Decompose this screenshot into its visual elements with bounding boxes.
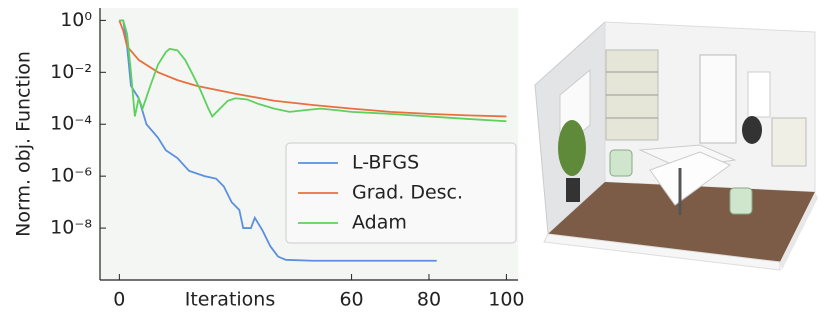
plant xyxy=(558,120,586,176)
series-line xyxy=(119,19,507,123)
chair xyxy=(609,149,633,177)
plant xyxy=(742,116,762,144)
floor-edge xyxy=(543,233,781,271)
x-tick-label: 80 xyxy=(417,289,441,311)
floor-edge-right xyxy=(780,192,818,270)
plant-pot xyxy=(566,178,580,202)
chair xyxy=(729,187,753,215)
x-tick-label: 100 xyxy=(488,289,524,311)
y-tick-label: 10⁰ xyxy=(60,9,92,31)
legend-label: Adam xyxy=(352,212,407,234)
y-axis-label: Norm. obj. Function xyxy=(13,51,35,237)
legend-label: Grad. Desc. xyxy=(352,182,463,204)
series-line xyxy=(118,20,507,118)
plot: 10⁰ 10⁻² 10⁻⁴ 10⁻⁶ 10⁻⁸ 0 60 80 100 L-BFGS Grad. D… xyxy=(50,8,525,311)
x-tick-label: 60 xyxy=(339,289,363,311)
y-tick-label: 10⁻⁶ xyxy=(50,165,92,187)
y-tick-label: 10⁻⁸ xyxy=(50,217,92,239)
picture xyxy=(747,71,771,118)
legend-label: L-BFGS xyxy=(352,152,419,174)
y-tick-label: 10⁻⁴ xyxy=(50,113,92,135)
y-tick-label: 10⁻² xyxy=(50,61,92,83)
legend-box xyxy=(285,142,517,244)
door xyxy=(699,54,737,144)
cabinet xyxy=(771,117,807,167)
desk xyxy=(649,151,732,206)
room-illustration xyxy=(534,20,818,271)
x-tick-label: 0 xyxy=(113,289,125,311)
x-axis-label: Iterations xyxy=(185,289,276,311)
